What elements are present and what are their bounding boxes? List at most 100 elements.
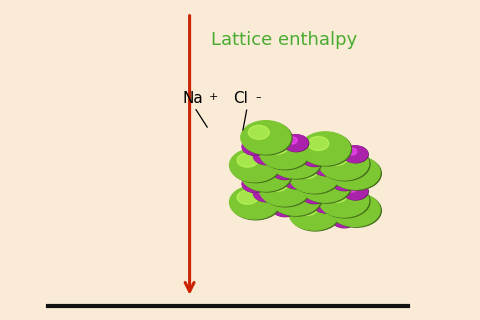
Circle shape (273, 163, 298, 180)
Circle shape (242, 175, 267, 192)
Circle shape (242, 138, 267, 155)
Circle shape (301, 170, 351, 203)
Circle shape (278, 149, 299, 164)
Circle shape (290, 161, 340, 194)
Circle shape (320, 185, 370, 218)
Circle shape (267, 140, 288, 154)
Circle shape (326, 188, 348, 203)
Circle shape (257, 187, 267, 194)
Circle shape (331, 173, 356, 190)
Circle shape (287, 137, 297, 144)
Circle shape (308, 137, 329, 150)
Circle shape (290, 198, 340, 231)
Circle shape (331, 194, 381, 227)
Circle shape (300, 132, 350, 165)
Circle shape (273, 200, 298, 217)
Circle shape (254, 148, 279, 164)
Circle shape (347, 185, 357, 192)
Circle shape (272, 163, 297, 179)
Circle shape (332, 174, 357, 191)
Circle shape (272, 146, 322, 179)
Circle shape (300, 169, 350, 202)
Circle shape (313, 196, 338, 213)
Circle shape (343, 183, 368, 200)
Circle shape (278, 187, 299, 201)
Text: Cl: Cl (233, 91, 248, 106)
Circle shape (343, 146, 368, 163)
Circle shape (289, 160, 339, 193)
Circle shape (261, 136, 311, 170)
Circle shape (320, 148, 370, 181)
Circle shape (289, 197, 339, 230)
Circle shape (343, 183, 368, 199)
Circle shape (229, 186, 279, 219)
Circle shape (243, 139, 268, 156)
Circle shape (231, 187, 281, 220)
Circle shape (253, 185, 278, 201)
Circle shape (308, 174, 329, 188)
Circle shape (297, 202, 318, 215)
Circle shape (330, 156, 380, 189)
Circle shape (229, 148, 279, 182)
Circle shape (337, 198, 359, 212)
Circle shape (287, 174, 297, 181)
Circle shape (248, 125, 269, 139)
Circle shape (284, 135, 309, 152)
Circle shape (241, 121, 291, 154)
Circle shape (246, 140, 256, 148)
Circle shape (242, 122, 292, 155)
Circle shape (276, 202, 286, 209)
Circle shape (237, 153, 258, 167)
Circle shape (313, 159, 338, 176)
Circle shape (335, 213, 346, 220)
Circle shape (243, 176, 268, 193)
Circle shape (261, 173, 311, 207)
Circle shape (231, 149, 281, 183)
Text: –: – (256, 92, 262, 102)
Circle shape (302, 187, 327, 204)
Circle shape (283, 135, 308, 151)
Circle shape (313, 159, 338, 175)
Text: +: + (209, 92, 218, 102)
Circle shape (237, 190, 258, 204)
Circle shape (267, 177, 288, 191)
Circle shape (272, 183, 322, 216)
Circle shape (302, 150, 327, 166)
Circle shape (284, 172, 309, 189)
Circle shape (332, 211, 357, 228)
Circle shape (313, 196, 338, 212)
Circle shape (319, 147, 369, 180)
Circle shape (330, 193, 380, 226)
Circle shape (337, 161, 359, 175)
Circle shape (276, 165, 286, 172)
Circle shape (317, 161, 327, 168)
Circle shape (248, 163, 269, 176)
Circle shape (242, 159, 292, 192)
Circle shape (343, 146, 368, 162)
Circle shape (241, 158, 291, 191)
Circle shape (246, 178, 256, 185)
Circle shape (259, 136, 309, 169)
Circle shape (254, 185, 279, 202)
Circle shape (272, 200, 297, 216)
Circle shape (347, 148, 357, 155)
Text: Lattice enthalpy: Lattice enthalpy (211, 31, 358, 49)
Circle shape (305, 189, 316, 196)
Circle shape (253, 148, 278, 164)
Circle shape (331, 157, 381, 190)
Text: Na: Na (182, 91, 203, 106)
Circle shape (317, 198, 327, 205)
Circle shape (301, 149, 326, 166)
Circle shape (335, 176, 346, 183)
Circle shape (257, 150, 267, 157)
Circle shape (283, 172, 308, 188)
Circle shape (297, 164, 318, 178)
Circle shape (271, 182, 321, 215)
Circle shape (319, 184, 369, 217)
Circle shape (259, 173, 309, 206)
Circle shape (301, 187, 326, 203)
Circle shape (271, 145, 321, 178)
Circle shape (326, 151, 348, 165)
Circle shape (305, 152, 316, 159)
Circle shape (301, 133, 351, 166)
